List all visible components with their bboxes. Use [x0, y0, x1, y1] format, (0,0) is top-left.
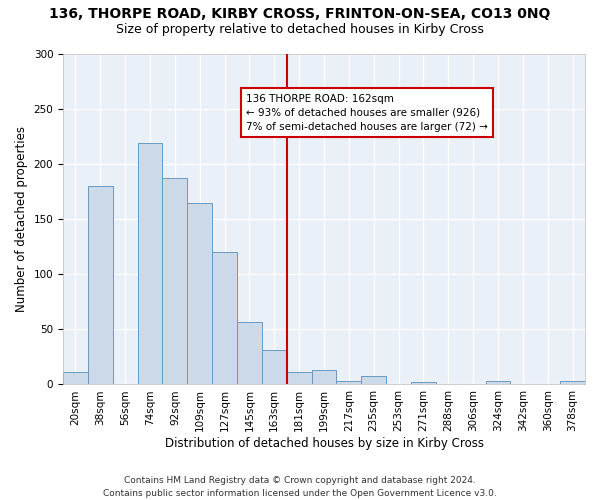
- Bar: [163, 178, 187, 384]
- Bar: [560, 381, 585, 384]
- Bar: [262, 350, 287, 384]
- Bar: [237, 322, 262, 384]
- Bar: [187, 202, 212, 384]
- Bar: [287, 372, 311, 384]
- Text: Size of property relative to detached houses in Kirby Cross: Size of property relative to detached ho…: [116, 22, 484, 36]
- Y-axis label: Number of detached properties: Number of detached properties: [15, 126, 28, 312]
- Bar: [212, 252, 237, 384]
- Text: 136, THORPE ROAD, KIRBY CROSS, FRINTON-ON-SEA, CO13 0NQ: 136, THORPE ROAD, KIRBY CROSS, FRINTON-O…: [49, 8, 551, 22]
- Text: 136 THORPE ROAD: 162sqm
← 93% of detached houses are smaller (926)
7% of semi-de: 136 THORPE ROAD: 162sqm ← 93% of detache…: [246, 94, 488, 132]
- Bar: [63, 372, 88, 384]
- Bar: [361, 376, 386, 384]
- Bar: [337, 381, 361, 384]
- Bar: [137, 143, 163, 384]
- Text: Contains HM Land Registry data © Crown copyright and database right 2024.
Contai: Contains HM Land Registry data © Crown c…: [103, 476, 497, 498]
- Bar: [485, 381, 511, 384]
- X-axis label: Distribution of detached houses by size in Kirby Cross: Distribution of detached houses by size …: [164, 437, 484, 450]
- Bar: [88, 186, 113, 384]
- Bar: [311, 370, 337, 384]
- Bar: [411, 382, 436, 384]
